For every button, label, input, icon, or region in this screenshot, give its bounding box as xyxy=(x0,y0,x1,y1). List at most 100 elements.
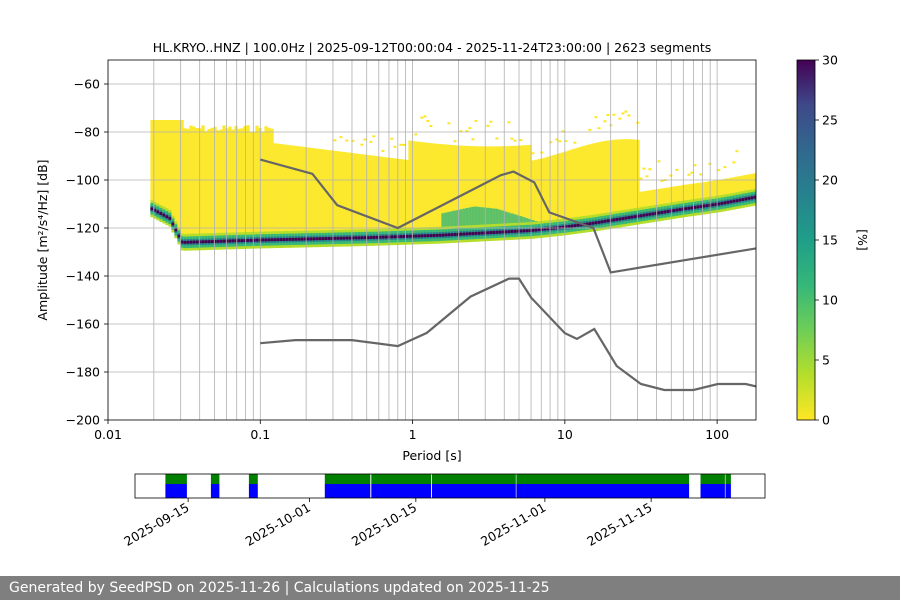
psd-cell xyxy=(399,235,403,238)
psd-cell xyxy=(255,238,259,242)
footer-bar: Generated by SeedPSD on 2025-11-26 | Cal… xyxy=(0,576,900,600)
psd-cell xyxy=(603,141,607,222)
x-tick-label: 100 xyxy=(705,427,729,442)
date-tick-label: 2025-11-01 xyxy=(478,500,548,549)
psd-cell xyxy=(360,236,364,240)
psd-cell xyxy=(654,211,658,215)
psd-cell xyxy=(336,151,340,239)
chart-title: HL.KRYO..HNZ | 100.0Hz | 2025-09-12T00:0… xyxy=(153,40,712,55)
psd-cell xyxy=(510,145,514,232)
psd-cell xyxy=(369,236,373,239)
psd-cell xyxy=(333,236,337,240)
psd-cell xyxy=(504,230,508,234)
psd-cell xyxy=(705,181,709,206)
psd-cell xyxy=(606,114,610,116)
psd-cell xyxy=(399,159,403,237)
psd-cell xyxy=(513,214,517,232)
psd-cell xyxy=(615,139,619,220)
psd-cell xyxy=(462,145,466,234)
psd-cell xyxy=(363,154,367,238)
psd-cell xyxy=(231,239,235,243)
psd-cell xyxy=(420,116,424,119)
psd-cell xyxy=(714,202,718,206)
psd-cell xyxy=(168,216,172,220)
psd-cell xyxy=(306,237,310,241)
psd-cell xyxy=(633,215,637,219)
psd-cell xyxy=(450,233,454,237)
psd-cell xyxy=(243,126,247,241)
psd-cell xyxy=(645,190,649,215)
psd-cell xyxy=(357,153,361,238)
psd-cell xyxy=(300,237,304,241)
psd-cell xyxy=(414,133,418,136)
psd-cell xyxy=(225,239,229,243)
psd-cell xyxy=(441,233,445,237)
psd-cell xyxy=(618,139,622,219)
psd-cell xyxy=(414,141,418,236)
availability-used-segment xyxy=(165,474,187,484)
psd-cell xyxy=(381,149,385,152)
psd-cell xyxy=(282,238,286,241)
psd-cell xyxy=(369,140,373,143)
psd-cell xyxy=(321,149,325,239)
psd-cell xyxy=(489,120,493,123)
psd-cell xyxy=(189,125,193,243)
psd-cell xyxy=(348,152,352,238)
psd-cell xyxy=(471,232,475,235)
psd-cell xyxy=(648,190,652,215)
psd-cell xyxy=(186,240,190,244)
colorbar-tick-label: 15 xyxy=(822,233,838,248)
psd-cell xyxy=(450,145,454,235)
psd-cell xyxy=(336,236,340,240)
date-tick-label: 2025-10-15 xyxy=(349,500,419,549)
psd-cell xyxy=(423,115,427,118)
psd-cell xyxy=(492,146,496,233)
psd-cell xyxy=(699,182,703,207)
psd-cell xyxy=(423,142,427,236)
psd-cell xyxy=(204,240,208,244)
psd-cell xyxy=(615,218,619,221)
psd-cell xyxy=(381,156,385,238)
plot-frame xyxy=(107,59,757,421)
psd-cell xyxy=(378,235,382,239)
psd-cell xyxy=(429,143,433,236)
psd-cell xyxy=(216,239,220,243)
psd-cell xyxy=(309,237,313,241)
psd-cell xyxy=(675,168,679,171)
psd-cell xyxy=(417,141,421,236)
psd-cell xyxy=(486,146,490,233)
y-axis-ticks: −60 −80 −100 −120 −140 −160 −180 −200 xyxy=(66,77,108,428)
psd-cell xyxy=(477,231,481,235)
psd-cell xyxy=(519,139,523,142)
psd-cell xyxy=(597,142,601,223)
psd-cell xyxy=(648,212,652,216)
psd-cell xyxy=(474,146,478,234)
psd-cell xyxy=(279,144,283,240)
availability-data-segment xyxy=(165,484,187,498)
psd-cell xyxy=(375,156,379,238)
psd-cell xyxy=(642,167,646,170)
psd-cell xyxy=(393,235,397,239)
psd-cell xyxy=(675,186,679,210)
psd-cell xyxy=(489,146,493,233)
psd-cell xyxy=(600,141,604,222)
psd-cell xyxy=(243,239,247,242)
psd-cell xyxy=(210,127,214,242)
psd-cell xyxy=(231,129,235,241)
psd-cell xyxy=(558,226,562,229)
psd-cell xyxy=(288,145,292,240)
psd-cell xyxy=(513,139,517,142)
psd-cell xyxy=(267,238,271,242)
psd-cell xyxy=(612,113,616,116)
psd-cell xyxy=(621,139,625,219)
psd-cell xyxy=(354,236,358,240)
y-tick-label: −120 xyxy=(66,221,100,236)
psd-cell xyxy=(174,228,178,232)
psd-cell xyxy=(447,211,451,235)
psd-cell xyxy=(216,130,220,242)
psd-cell xyxy=(552,155,556,229)
psd-cell xyxy=(318,148,322,239)
psd-cell xyxy=(546,156,550,229)
psd-cell xyxy=(342,152,346,239)
psd-cell xyxy=(438,144,442,236)
